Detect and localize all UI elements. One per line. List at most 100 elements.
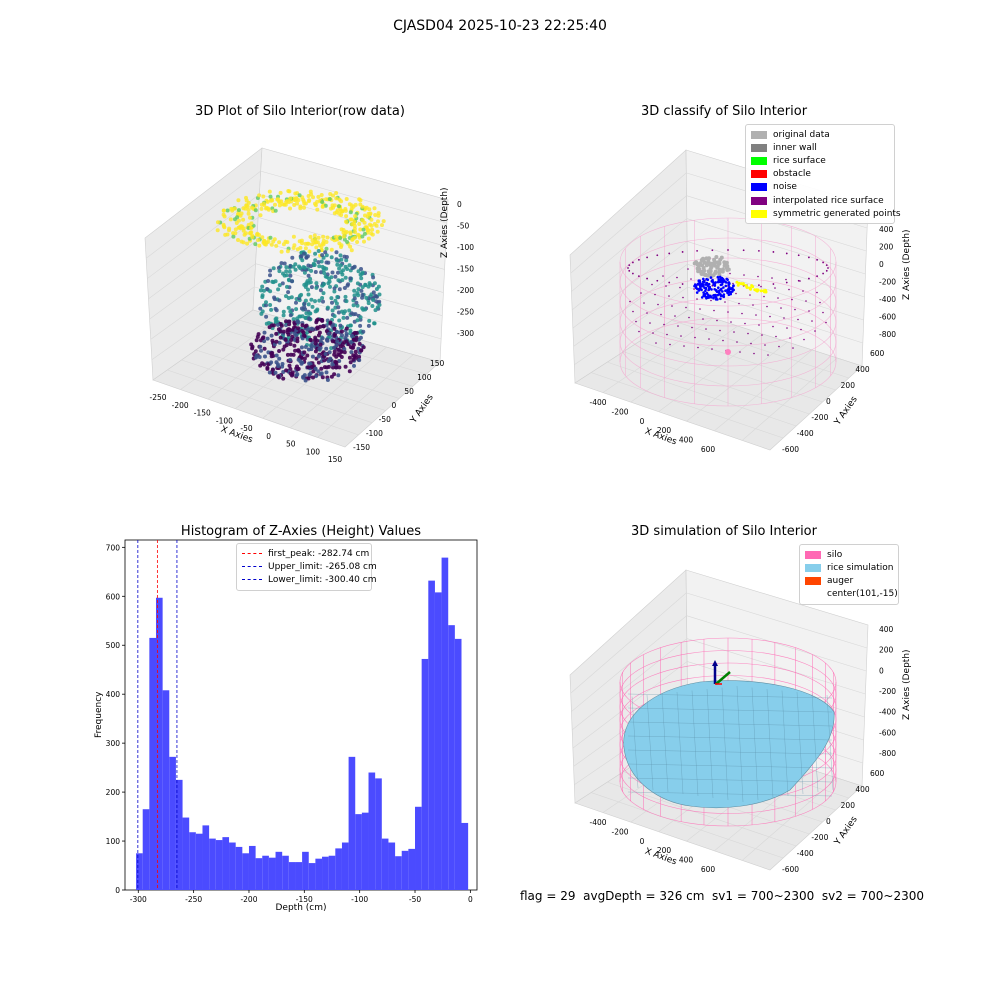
interp-point [693,288,695,290]
histogram-bar [428,580,435,890]
scatter-point [341,315,346,320]
histogram-bar [202,825,210,890]
scatter-point [228,217,233,222]
grid-line [571,195,687,292]
scatter-point [338,323,343,328]
scatter-point [340,309,344,314]
scatter-point [371,275,376,280]
interp-point [663,323,665,326]
interp-point [668,252,671,255]
scatter-point [348,217,353,222]
scatter-point [316,260,321,265]
histogram-bar [302,851,309,890]
interp-point [771,277,773,279]
y-tick-label: 400 [106,690,121,699]
scatter-point [350,237,355,242]
scatter-point [298,204,303,209]
scatter-point [277,269,282,274]
y-tick-label: 200 [841,381,856,390]
noise-point [699,288,702,291]
histogram-bar [421,658,429,890]
grid-line [145,170,261,259]
scatter-point [304,311,309,316]
scatter-point [301,197,306,202]
scatter-point [329,255,334,260]
histogram-bar [235,846,243,890]
surface-mesh-line [661,693,669,793]
scatter-point [340,278,345,283]
scatter-point [288,371,293,376]
interp-point [822,261,825,264]
interp-point [749,294,751,296]
histogram-bar [142,809,150,890]
histogram-bar [175,779,183,890]
scatter-point [348,345,353,350]
scatter-point [316,249,321,253]
legend-entry: inner wall [751,141,889,154]
original-point [700,271,705,276]
scatter-point [360,295,365,300]
rice-surface [623,680,835,809]
legend-label: center(101,-15) [827,589,898,600]
scatter-point [345,315,350,320]
scatter-point [267,189,272,194]
x-tick-label: -100 [351,895,368,904]
y-tick-label: 500 [106,641,121,650]
histogram-bar [268,857,276,890]
interp-point [722,339,724,342]
scatter-point [339,270,344,275]
scatter-point [307,316,312,321]
scatter-point [347,263,352,268]
scatter-point [358,227,363,232]
scatter-point [380,223,384,228]
noise-point [703,293,707,296]
noise-point [718,275,722,279]
interp-point [681,251,684,253]
scatter-point [362,220,367,225]
noise-point [695,291,699,294]
grid-line [181,359,373,423]
interp-point [772,283,775,285]
scatter-point [360,218,365,223]
scatter-point [259,348,263,353]
scatter-point [274,331,279,336]
scatter-point [318,288,323,293]
z-tick-label: 400 [879,625,894,634]
scatter-point [309,365,314,369]
scatter-point [286,305,291,310]
scatter-point [293,267,298,272]
x-tick-label: -200 [611,407,628,416]
scatter-point [277,340,282,345]
scatter-point [295,316,300,321]
original-point [715,260,720,265]
x-tick-label: -200 [172,401,189,410]
scatter-point [332,352,337,357]
scatter-point [265,365,270,370]
noise-point [719,283,723,287]
histogram-bar [308,863,316,890]
scatter-point [313,270,318,274]
scatter-point [361,345,366,350]
scatter-point [268,198,273,203]
scatter-point [260,361,265,366]
scatter-point [231,234,236,239]
scatter-point [280,362,285,366]
legend-swatch [751,156,767,165]
x-tick-label: 0 [640,837,645,846]
scatter-point [338,263,343,268]
scatter-point [343,294,348,299]
scatter-point [330,362,335,367]
scatter-point [244,198,249,203]
scatter-point [377,299,382,304]
interp-point [802,290,804,292]
scatter-point [296,357,301,362]
scatter-point [324,240,329,244]
panel2-classified-points [627,249,829,356]
legend-entry: interpolated rice surface [751,194,889,207]
scatter-point [297,193,302,198]
scatter-point [309,285,314,290]
scatter-point [371,298,376,302]
x-tick-label: 0 [640,417,645,426]
scatter-point [286,296,291,300]
interp-point [660,313,662,316]
